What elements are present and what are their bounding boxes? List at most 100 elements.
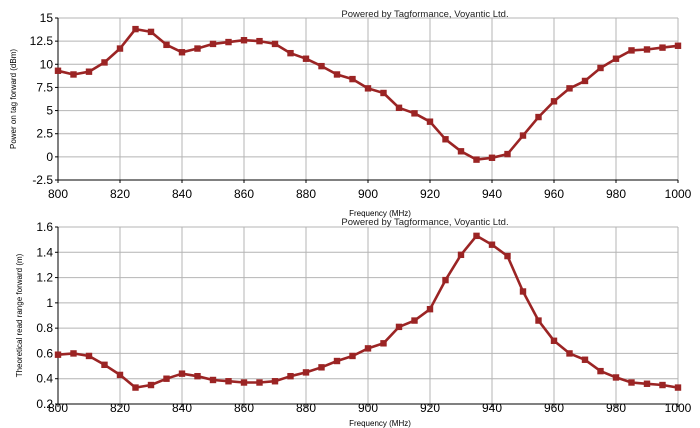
chart-2-point-5 [132, 384, 139, 391]
chart-2-point-12 [240, 379, 248, 386]
chart-1-xtick-label-5: 900 [358, 187, 378, 201]
chart-2-point-9 [194, 372, 201, 380]
chart-2-point-13 [256, 379, 263, 386]
chart-1-point-37 [628, 47, 635, 54]
chart-1-point-11 [225, 38, 232, 46]
chart-1-point-38 [643, 46, 651, 53]
chart-1-point-39 [659, 44, 666, 51]
chart-1-point-34 [581, 77, 589, 85]
chart-1: -2.5 0 2.5 5 7.5 10 12.5 15 800 820 840 860 880 900 92… [9, 9, 692, 218]
chart-1-ytick-label-1: 0 [46, 150, 53, 164]
chart-1-point-8 [178, 49, 186, 56]
chart-2-point-40 [674, 384, 682, 391]
chart-2-xtick-label-3: 860 [234, 401, 254, 415]
chart-1-point-13 [256, 37, 263, 45]
chart-2-ytick-label-1: 0.4 [36, 372, 53, 386]
chart-2-point-23 [411, 317, 418, 324]
chart-2-point-37 [628, 379, 635, 386]
chart-1-point-12 [240, 37, 248, 44]
chart-1-point-40 [674, 42, 682, 49]
chart-1-point-15 [287, 49, 294, 57]
chart-2-point-17 [318, 364, 325, 371]
chart-1-point-21 [380, 89, 387, 97]
chart-1-point-19 [349, 75, 356, 83]
chart-1-ytick-label-2: 2.5 [36, 127, 53, 141]
chart-2-point-14 [271, 378, 279, 385]
chart-1-xtick-label-4: 880 [296, 187, 316, 201]
chart-1-xtick-label-7: 940 [482, 187, 502, 201]
chart-1-point-22 [395, 104, 403, 111]
chart-2-point-20 [364, 345, 372, 352]
chart-1-point-27 [473, 156, 480, 163]
chart-1-point-28 [488, 154, 496, 161]
chart-1-point-32 [550, 98, 558, 105]
chart-1-xtick-label-3: 860 [234, 187, 254, 201]
chart-1-point-16 [302, 55, 310, 62]
chart-2-point-24 [426, 305, 434, 313]
chart-1-point-10 [209, 40, 217, 48]
chart-2-point-32 [550, 337, 558, 344]
chart-2-y-axis-title: Theoretical read range forward (m) [15, 253, 24, 377]
chart-2-ytick-label-5: 1.2 [36, 271, 53, 285]
chart-1-point-25 [442, 136, 449, 143]
chart-2-xtick-label-4: 880 [296, 401, 316, 415]
chart-2-point-8 [178, 370, 186, 377]
chart-2-point-26 [457, 251, 465, 259]
chart-1-point-6 [147, 28, 155, 36]
chart-1-xtick-label-1: 820 [110, 187, 130, 201]
chart-1-point-30 [519, 132, 527, 139]
chart-2-x-axis-title: Frequency (MHz) [349, 419, 411, 428]
chart-1-xtick-label-6: 920 [420, 187, 440, 201]
chart-2-xtick-label-2: 840 [172, 401, 192, 415]
chart-1-point-1 [70, 71, 77, 78]
chart-2-point-25 [442, 276, 449, 284]
chart-2-point-11 [225, 378, 232, 385]
chart-1-xtick-label-9: 980 [606, 187, 626, 201]
chart-2-point-29 [504, 252, 511, 260]
chart-1-xtick-label-2: 840 [172, 187, 192, 201]
chart-2-ytick-label-2: 0.6 [36, 346, 53, 360]
chart-1-ytick-label-7: 15 [40, 11, 54, 25]
chart-1-ytick-label-0: -2.5 [32, 173, 53, 187]
chart-2-watermark: Powered by Tagformance, Voyantic Ltd. [341, 217, 508, 228]
chart-1-point-3 [101, 59, 108, 66]
chart-2-point-36 [612, 374, 620, 381]
chart-1-point-20 [364, 85, 372, 92]
chart-1-point-33 [566, 85, 573, 92]
chart-2-point-22 [395, 323, 403, 331]
chart-1-y-axis-title: Power on tag forward (dBm) [9, 49, 18, 149]
chart-2-ytick-label-7: 1.6 [36, 220, 53, 234]
chart-1-point-0 [54, 67, 62, 74]
chart-2-point-7 [163, 375, 170, 382]
chart-2-point-16 [302, 369, 310, 376]
chart-2-xtick-label-7: 940 [482, 401, 502, 415]
chart-1-point-17 [318, 62, 325, 70]
chart-2-ytick-label-4: 1 [46, 296, 53, 310]
chart-2-point-27 [473, 232, 480, 240]
chart-1-point-29 [504, 150, 511, 158]
chart-1-point-24 [426, 118, 434, 125]
chart-2-point-38 [643, 380, 651, 387]
chart-2-ytick-label-6: 1.4 [36, 245, 53, 259]
chart-1-point-14 [271, 40, 279, 48]
chart-2-point-10 [209, 376, 217, 384]
chart-2-xtick-label-1: 820 [110, 401, 130, 415]
chart-2-xtick-label-9: 980 [606, 401, 626, 415]
chart-1-point-26 [457, 148, 465, 155]
chart-2-point-31 [535, 317, 542, 324]
chart-2-point-19 [349, 352, 356, 360]
chart-2-point-39 [659, 381, 666, 389]
chart-1-ytick-label-5: 10 [40, 57, 54, 71]
chart-2-point-15 [287, 372, 294, 380]
chart-2-point-35 [597, 367, 604, 375]
chart-2: 0.2 0.4 0.6 0.8 1 1.2 1.4 1.6 800 820 840 860 880 900… [15, 217, 692, 428]
chart-2-point-1 [70, 350, 77, 357]
chart-1-watermark: Powered by Tagformance, Voyantic Ltd. [341, 9, 508, 20]
chart-1-point-31 [535, 113, 542, 121]
chart-1-x-axis-title: Frequency (MHz) [349, 209, 411, 218]
chart-1-point-5 [132, 25, 139, 33]
chart-2-point-21 [380, 340, 387, 347]
chart-1-point-36 [612, 55, 620, 62]
chart-2-point-34 [581, 356, 589, 363]
